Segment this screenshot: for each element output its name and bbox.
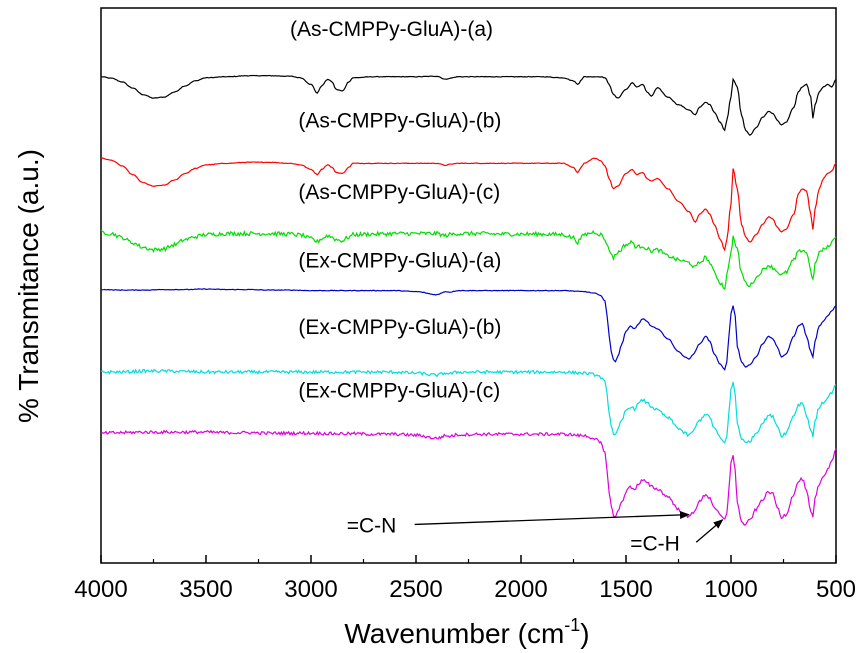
annotation-layer: =C-N =C-H xyxy=(347,510,724,555)
x-axis-ticks: 4000 3500 3000 2500 2000 1500 1000 500 xyxy=(74,555,856,603)
series-label-2: (As-CMPPy-GluA)-(b) xyxy=(298,110,501,133)
series-label-1: (As-CMPPy-GluA)-(a) xyxy=(290,18,493,41)
annotation-arrow-2 xyxy=(695,519,724,543)
x-tick-label: 1500 xyxy=(599,576,652,603)
series-label-3: (As-CMPPy-GluA)-(c) xyxy=(298,181,500,204)
x-axis-title-main: Wavenumber (cm xyxy=(344,618,564,649)
series-label-layer: (As-CMPPy-GluA)-(a) (As-CMPPy-GluA)-(b) (A… xyxy=(290,18,501,403)
annotation-label-2: =C-H xyxy=(630,532,680,555)
x-tick-label: 2000 xyxy=(494,576,547,603)
series-line-2 xyxy=(100,157,837,252)
x-tick-label: 1000 xyxy=(704,576,757,603)
x-tick-label: 2500 xyxy=(389,576,442,603)
x-tick-label: 4000 xyxy=(74,576,127,603)
series-line-6 xyxy=(100,429,837,526)
x-axis-title: Wavenumber (cm-1) xyxy=(344,615,589,649)
series-label-4: (Ex-CMPPy-GluA)-(a) xyxy=(298,250,501,273)
series-label-6: (Ex-CMPPy-GluA)-(c) xyxy=(298,380,500,403)
y-axis-title: % Transmitance (a.u.) xyxy=(13,149,44,423)
series-line-1 xyxy=(100,74,837,137)
x-axis-title-end: ) xyxy=(580,618,589,649)
series-line-5 xyxy=(100,368,837,444)
annotation-arrow-1 xyxy=(414,510,690,526)
x-tick-label: 3000 xyxy=(284,576,337,603)
x-axis-title-sup: -1 xyxy=(564,615,580,635)
series-layer xyxy=(100,74,837,526)
annotation-label-1: =C-N xyxy=(347,514,397,537)
x-tick-label: 500 xyxy=(816,576,856,603)
series-label-5: (Ex-CMPPy-GluA)-(b) xyxy=(298,316,501,339)
x-tick-label: 3500 xyxy=(179,576,232,603)
series-line-3 xyxy=(100,229,837,291)
series-line-4 xyxy=(100,288,837,371)
